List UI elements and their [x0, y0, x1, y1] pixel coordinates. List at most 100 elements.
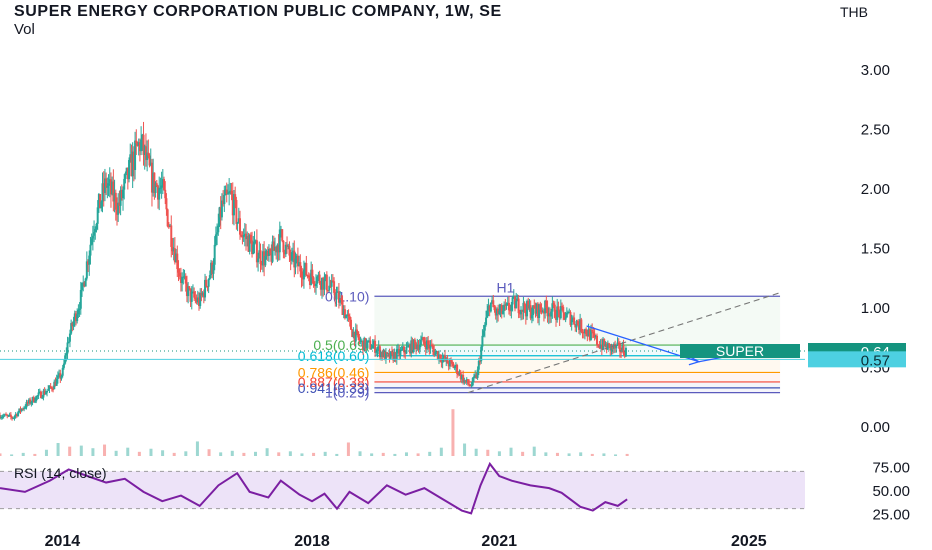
price-candle	[565, 312, 568, 318]
price-candle	[370, 348, 373, 350]
price-candle	[171, 246, 174, 252]
price-candle	[252, 244, 255, 255]
price-candle	[87, 261, 90, 265]
price-candle	[242, 235, 245, 237]
annotation-label: H1	[497, 280, 515, 296]
price-candle	[609, 344, 612, 351]
price-candle	[436, 351, 439, 360]
drawings[interactable]: H1	[0, 280, 805, 394]
price-candle	[271, 241, 274, 262]
price-candle	[196, 297, 199, 303]
price-candle	[456, 365, 459, 374]
price-candle	[605, 344, 608, 350]
price-candle	[124, 173, 127, 179]
price-candle	[79, 289, 82, 309]
rsi-band	[0, 471, 805, 509]
price-candle	[581, 331, 584, 333]
y-tick-label: 1.50	[861, 241, 890, 258]
price-candle	[477, 360, 480, 370]
price-candle	[50, 387, 53, 390]
price-candle	[165, 198, 168, 210]
price-candle	[25, 401, 28, 408]
price-candle	[308, 277, 311, 285]
price-candle	[36, 395, 39, 397]
price-candle	[396, 348, 399, 350]
volume-bar	[439, 447, 443, 456]
price-candle	[160, 185, 163, 188]
price-candle	[8, 414, 11, 416]
price-candle	[569, 312, 572, 325]
price-candle	[18, 408, 21, 413]
price-candle	[570, 320, 573, 325]
price-candle	[335, 292, 338, 300]
price-candle	[166, 209, 169, 227]
price-candle	[556, 306, 559, 320]
price-candle	[481, 335, 484, 347]
price-candle	[329, 285, 332, 287]
currency-label: THB	[812, 4, 932, 20]
price-candle	[245, 233, 248, 240]
price-candle	[554, 317, 557, 320]
price-candle	[147, 152, 150, 156]
price-candle	[225, 189, 228, 194]
price-candle	[214, 234, 217, 245]
price-candle	[249, 234, 252, 241]
volume-bar	[567, 453, 571, 456]
price-candle	[401, 346, 404, 350]
x-tick-label: 2025	[731, 533, 767, 550]
volume-bar	[602, 453, 606, 456]
price-candle	[32, 397, 35, 403]
price-candle	[440, 359, 443, 363]
price-candle	[172, 248, 175, 252]
price-candle	[542, 310, 545, 314]
price-candle	[495, 308, 498, 316]
price-candle	[422, 337, 425, 342]
price-candle	[393, 352, 396, 361]
price-candle	[97, 194, 100, 208]
support-price-tag[interactable]	[808, 351, 906, 368]
price-candle	[120, 189, 123, 199]
price-candle	[146, 152, 149, 161]
price-candle	[101, 183, 104, 202]
price-candle	[498, 310, 501, 315]
price-candle	[349, 319, 352, 330]
y-tick-label: 3.00	[861, 62, 890, 79]
price-candle	[289, 255, 292, 261]
price-candle	[351, 329, 354, 337]
volume-bar	[346, 442, 350, 456]
symbol-tag[interactable]	[680, 344, 800, 359]
price-candle	[599, 344, 602, 349]
y-tick-label: 1.00	[861, 300, 890, 317]
price-candle	[439, 354, 442, 360]
price-candle	[176, 253, 179, 270]
volume-bar	[300, 453, 304, 456]
price-candle	[499, 304, 502, 311]
price-candle	[574, 324, 577, 328]
price-candle	[90, 238, 93, 245]
price-candle	[614, 344, 617, 349]
price-candle	[182, 276, 185, 278]
price-candle	[435, 351, 438, 353]
price-candle	[150, 162, 153, 193]
price-candle	[377, 346, 380, 349]
price-candle	[476, 369, 479, 378]
price-candle	[288, 245, 291, 256]
price-candle	[464, 380, 467, 382]
price-candle	[372, 340, 375, 346]
price-candle	[167, 226, 170, 228]
trend-line[interactable]	[467, 292, 781, 394]
price-candle	[415, 343, 418, 350]
price-candle	[474, 374, 477, 377]
volume-bar	[486, 449, 490, 456]
volume-bar	[393, 453, 397, 456]
price-candle	[520, 309, 523, 315]
price-candle	[540, 309, 543, 313]
price-candle	[15, 414, 18, 417]
price-candle	[190, 291, 193, 302]
price-axis[interactable]: 0.000.501.001.502.002.503.00SUPER0.640.5…	[45, 62, 906, 550]
price-candle	[183, 276, 186, 278]
price-candle	[76, 314, 79, 322]
price-candle	[217, 225, 220, 233]
price-candle	[460, 374, 463, 380]
